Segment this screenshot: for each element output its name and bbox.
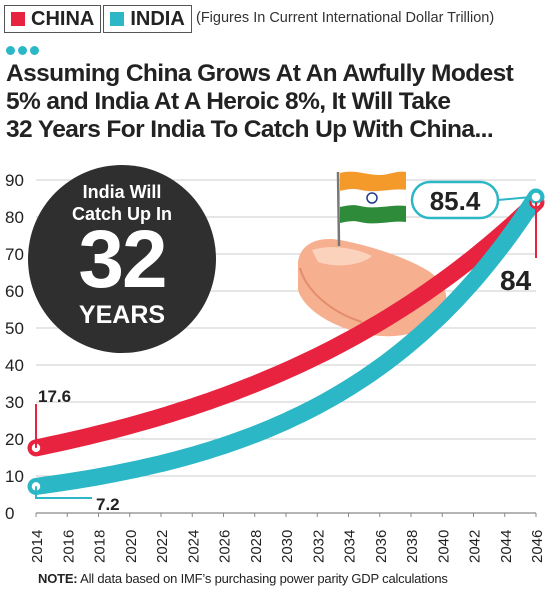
headline: Assuming China Grows At An Awfully Modes…	[6, 60, 546, 144]
legend-label-china: CHINA	[31, 7, 95, 30]
headline-line-1: Assuming China Grows At An Awfully Modes…	[6, 60, 514, 87]
data-labels: 17.6 7.2 84 85.4	[29, 180, 543, 514]
chart-series	[27, 188, 545, 495]
y-tick-label-10: 10	[5, 467, 24, 486]
x-tick-label-2018: 2018	[92, 530, 109, 563]
y-axis-ticks: 0 10 20 30 40 50 60 70 80 90	[5, 171, 24, 523]
legend-item-india: INDIA	[103, 5, 192, 33]
label-china-end: 84	[500, 265, 532, 296]
units-note: (Figures In Current International Dollar…	[196, 10, 495, 26]
badge-top: India Will Catch Up In	[28, 181, 216, 225]
leader-india-start	[35, 486, 92, 499]
x-tick-label-2038: 2038	[404, 530, 421, 563]
point-india-end	[529, 190, 543, 204]
x-tick-label-2022: 2022	[154, 530, 171, 563]
decorative-dots	[6, 46, 39, 55]
label-india-start: 7.2	[96, 495, 120, 514]
y-tick-label-80: 80	[5, 208, 24, 227]
x-tick-label-2028: 2028	[248, 530, 265, 563]
footnote-text: All data based on IMF’s purchasing power…	[77, 571, 448, 586]
x-tick-label-2046: 2046	[529, 530, 546, 563]
india-flag-icon	[336, 171, 407, 247]
y-tick-label-50: 50	[5, 319, 24, 338]
x-tick-label-2026: 2026	[217, 530, 234, 563]
x-tick-label-2014: 2014	[29, 530, 46, 563]
dot-1	[6, 46, 15, 55]
x-tick-label-2036: 2036	[373, 530, 390, 563]
y-tick-label-20: 20	[5, 430, 24, 449]
series-line-china	[27, 193, 545, 457]
x-tick-label-2032: 2032	[310, 530, 327, 563]
badge-top-line-2: Catch Up In	[71, 204, 172, 224]
x-tick-label-2040: 2040	[435, 530, 452, 563]
x-tick-label-2044: 2044	[498, 530, 515, 563]
y-tick-label-90: 90	[5, 171, 24, 190]
badge-years-label: YEARS	[78, 301, 166, 329]
x-tick-label-2020: 2020	[123, 530, 140, 563]
series-line-india	[27, 188, 545, 495]
dot-3	[30, 46, 39, 55]
legend-label-india: INDIA	[130, 7, 185, 30]
legend-item-china: CHINA	[4, 5, 102, 33]
x-tick-label-2024: 2024	[185, 530, 202, 563]
footnote: NOTE: All data based on IMF’s purchasing…	[38, 571, 448, 586]
x-tick-label-2034: 2034	[342, 530, 359, 563]
y-tick-label-60: 60	[5, 282, 24, 301]
catch-up-badge: India Will Catch Up In 32 YEARS	[28, 165, 216, 353]
label-india-end: 85.4	[430, 186, 481, 216]
leader-india-end	[497, 196, 532, 201]
x-tick-label-2030: 2030	[279, 530, 296, 563]
legend-swatch-india	[110, 12, 125, 26]
legend-swatch-china	[11, 12, 25, 26]
y-tick-label-0: 0	[5, 504, 14, 523]
headline-line-3: 32 Years For India To Catch Up With Chin…	[6, 116, 494, 143]
x-axis-ticks: 2014 2016 2018 2020 2022 2024 2026 2028 2030 2032…	[29, 513, 546, 563]
x-tick-label-2042: 2042	[467, 530, 484, 563]
y-tick-label-30: 30	[5, 393, 24, 412]
footnote-label: NOTE:	[38, 571, 78, 586]
x-tick-label-2016: 2016	[60, 530, 77, 563]
badge-top-line-1: India Will	[82, 182, 162, 202]
badge-years-number: 32	[78, 214, 167, 305]
label-china-start: 17.6	[38, 387, 71, 406]
y-tick-label-40: 40	[5, 356, 24, 375]
headline-line-2: 5% and India At A Heroic 8%, It Will Tak…	[6, 88, 451, 115]
dot-2	[18, 46, 27, 55]
legend: CHINA INDIA	[4, 5, 194, 33]
y-tick-label-70: 70	[5, 245, 24, 264]
